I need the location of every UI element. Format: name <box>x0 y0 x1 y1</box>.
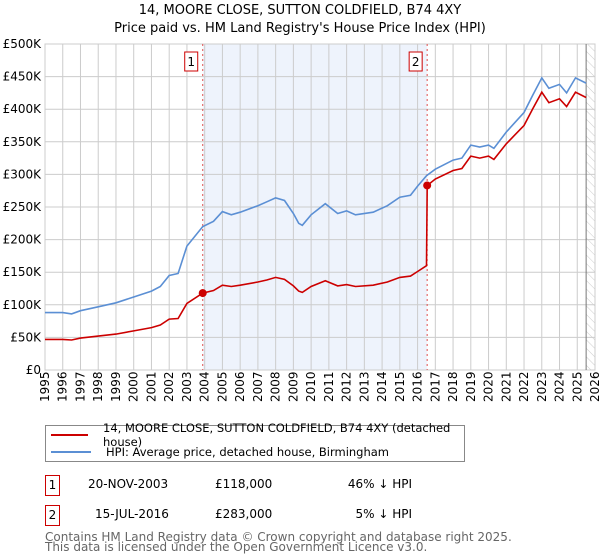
x-tick-label: 2005 <box>215 371 229 402</box>
x-tick-label: 2025 <box>570 371 584 402</box>
footer-copyright: Contains HM Land Registry data © Crown c… <box>45 530 512 544</box>
x-tick-label: 2018 <box>446 371 460 402</box>
x-tick-label: 2010 <box>304 371 318 402</box>
x-tick-label: 1999 <box>109 371 123 402</box>
transaction-hpi: 5% ↓ HPI <box>355 507 412 521</box>
x-tick-label: 2026 <box>588 371 600 402</box>
x-tick-label: 2019 <box>464 371 478 402</box>
x-tick-label: 2022 <box>517 371 531 402</box>
x-tick-label: 1995 <box>38 371 52 402</box>
x-tick-label: 2016 <box>411 371 425 402</box>
legend-item-property: 14, MOORE CLOSE, SUTTON COLDFIELD, B74 4… <box>46 421 464 449</box>
y-tick-label: £350K <box>3 135 43 149</box>
legend-swatch-hpi <box>51 451 91 453</box>
x-tick-label: 2021 <box>499 371 513 402</box>
y-tick-label: £450K <box>3 70 43 84</box>
chart-title: 14, MOORE CLOSE, SUTTON COLDFIELD, B74 4… <box>138 3 462 18</box>
y-tick-label: £200K <box>3 233 43 247</box>
plot-border <box>44 43 596 371</box>
x-tick-label: 2011 <box>322 371 336 402</box>
x-tick-label: 2014 <box>375 371 389 402</box>
x-tick-label: 1996 <box>56 371 70 402</box>
property-price-line <box>45 90 587 341</box>
y-tick-label: £50K <box>10 330 42 344</box>
transaction-marker: 2 <box>45 505 60 526</box>
legend: 14, MOORE CLOSE, SUTTON COLDFIELD, B74 4… <box>45 421 465 462</box>
legend-swatch-property <box>51 434 88 436</box>
sale-label: 2 <box>412 55 420 69</box>
sale-label-box <box>184 51 199 72</box>
x-tick-label: 2006 <box>233 371 247 402</box>
x-tick-label: 2000 <box>127 371 141 402</box>
y-tick-label: £0 <box>26 363 41 377</box>
legend-label-property: 14, MOORE CLOSE, SUTTON COLDFIELD, B74 4… <box>103 421 451 449</box>
x-tick-label: 2017 <box>428 371 442 402</box>
x-tick-label: 2023 <box>535 371 549 402</box>
sale-point <box>198 289 207 298</box>
price-chart: 1995 1996 1997 1998 1999 2000 2001 2002 2003 2004… <box>3 37 600 402</box>
x-tick-label: 2004 <box>198 371 212 402</box>
y-tick-label: £250K <box>3 200 43 214</box>
transaction-row: 1 20-NOV-2003 £118,000 46% ↓ HPI <box>45 475 465 496</box>
x-tick-label: 2001 <box>144 371 158 402</box>
x-tick-label: 2007 <box>251 371 265 402</box>
y-tick-label: £400K <box>3 102 43 116</box>
hpi-line <box>45 76 587 315</box>
x-tick-label: 2024 <box>553 371 567 402</box>
x-tick-label: 2013 <box>357 371 371 402</box>
x-tick-label: 2009 <box>286 371 300 402</box>
sale-label: 1 <box>187 55 195 69</box>
x-tick-label: 2012 <box>340 371 354 402</box>
legend-label-hpi: HPI: Average price, detached house, Birm… <box>106 445 390 459</box>
y-tick-label: £150K <box>3 265 43 279</box>
x-tick-label: 2008 <box>269 371 283 402</box>
x-tick-label: 2015 <box>393 371 407 402</box>
x-tick-label: 2002 <box>162 371 176 402</box>
legend-item-hpi: HPI: Average price, detached house, Birm… <box>46 444 389 460</box>
transaction-date: 20-NOV-2003 <box>88 477 169 491</box>
sale-point <box>423 181 432 190</box>
x-tick-label: 2003 <box>180 371 194 402</box>
x-tick-label: 1997 <box>73 371 87 402</box>
transaction-row: 2 15-JUL-2016 £283,000 5% ↓ HPI <box>45 505 465 526</box>
transaction-price: £283,000 <box>215 507 273 521</box>
sale-label-box <box>408 51 423 72</box>
footer-licence: This data is licensed under the Open Gov… <box>45 540 428 554</box>
transaction-date: 15-JUL-2016 <box>95 507 169 521</box>
y-tick-label: £100K <box>3 298 43 312</box>
transaction-price: £118,000 <box>215 477 273 491</box>
chart-subtitle: Price paid vs. HM Land Registry's House … <box>114 21 486 36</box>
transaction-marker: 1 <box>45 475 60 496</box>
x-tick-label: 2020 <box>482 371 496 402</box>
x-tick-label: 1998 <box>91 371 105 402</box>
transaction-hpi: 46% ↓ HPI <box>347 477 412 491</box>
y-tick-label: £300K <box>3 167 43 181</box>
y-tick-label: £500K <box>3 37 43 51</box>
